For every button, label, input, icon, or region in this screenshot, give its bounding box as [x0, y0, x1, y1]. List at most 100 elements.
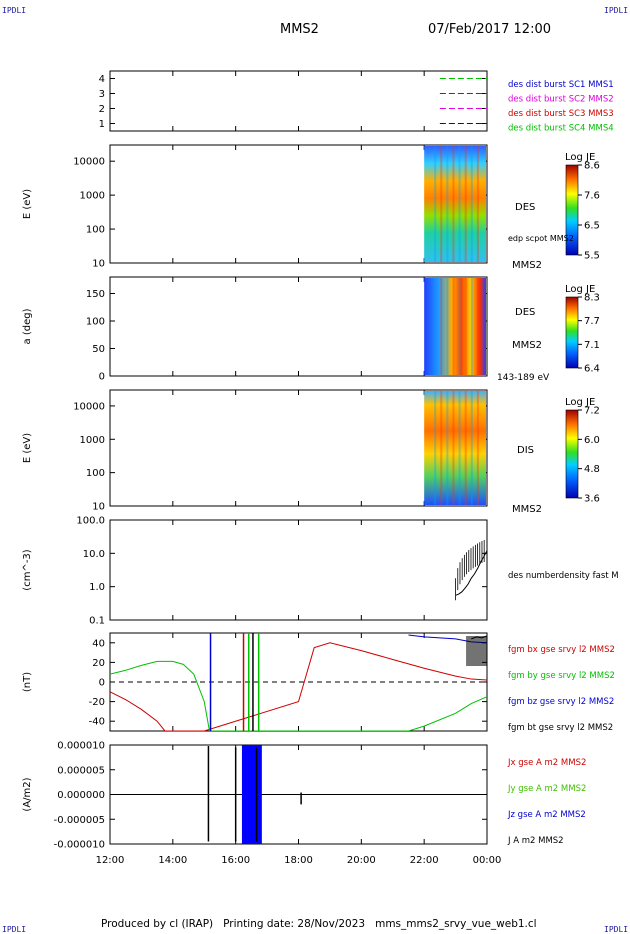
spectrogram-des-energy	[424, 146, 486, 262]
spectrogram-streak	[458, 278, 461, 375]
ytick-label: 20	[92, 658, 105, 669]
spectrogram-streak	[440, 278, 443, 375]
colorbar-tick-label: 7.2	[584, 406, 600, 417]
xtick-label: 22:00	[410, 855, 439, 866]
colorbar-title-dis-energy: Log JE	[565, 397, 595, 408]
colorbar-tick-label: 7.1	[584, 340, 600, 351]
ylabel-des-pitch: a (deg)	[22, 308, 33, 344]
spectrogram-streak	[458, 146, 461, 262]
ytick-label: -20	[89, 697, 105, 708]
ytick-label: 10000	[73, 401, 105, 412]
spectrogram-streak	[434, 278, 437, 375]
ytick-label: 1	[99, 119, 105, 130]
ytick-label: 100	[86, 468, 105, 479]
spectrogram-streak	[446, 278, 449, 375]
ylabel-current: (A/m2)	[22, 777, 33, 811]
colorbar-tick-label: 5.5	[584, 251, 600, 262]
spectrogram-des-pitch	[424, 278, 486, 375]
fgm-legend-4: fgm bt gse srvy l2 MMS2	[508, 723, 613, 733]
ytick-label: 0.1	[89, 616, 105, 627]
current-burst-block	[241, 745, 262, 844]
spectrogram-streak	[476, 278, 479, 375]
side-label-des-pitch: 143-189 eV	[497, 373, 550, 383]
ylabel-dis-energy: E (eV)	[22, 433, 33, 463]
spectrogram-streak	[470, 146, 473, 262]
spectrogram-streak	[452, 146, 455, 262]
corner-label-top-right: IPDLI	[604, 6, 629, 15]
ylabel-fgm: (nT)	[22, 672, 33, 692]
current-legend-4: J A m2 MMS2	[507, 836, 564, 846]
spacecraft-title: MMS2	[280, 22, 319, 37]
colorbar-title-des-energy: Log JE	[565, 152, 595, 163]
colorbar-tick-label: 6.0	[584, 435, 600, 446]
current-legend-2: Jy gse A m2 MMS2	[507, 784, 586, 794]
availability-legend-2: des dist burst SC2 MMS2	[508, 95, 614, 105]
ytick-label: 100	[86, 225, 105, 236]
xtick-label: 18:00	[284, 855, 313, 866]
spectrogram-streak	[470, 391, 473, 505]
spectrogram-streak	[476, 146, 479, 262]
fgm-series-group	[110, 633, 487, 731]
ytick-label: 0.000000	[57, 790, 105, 801]
plot-datetime: 07/Feb/2017 12:00	[428, 22, 551, 37]
spectrogram-streak	[464, 391, 467, 505]
ytick-label: 3	[99, 89, 105, 100]
colorbar-tick-label: 3.6	[584, 494, 600, 505]
xtick-label: 14:00	[158, 855, 187, 866]
ytick-label: 4	[99, 74, 105, 85]
side-label-des-pitch: MMS2	[512, 340, 542, 351]
footer-credits: Produced by cl (IRAP) Printing date: 28/…	[101, 918, 537, 930]
spectrogram-streak	[476, 391, 479, 505]
side-label-des-energy: edp scpot MMS2	[508, 234, 574, 243]
availability-legend-3: des dist burst SC3 MMS3	[508, 109, 614, 119]
panel-frame-availability	[109, 70, 488, 132]
ylabel-des-energy: E (eV)	[22, 189, 33, 219]
side-label-des-pitch: DES	[515, 307, 535, 318]
side-label-dis-energy: DIS	[517, 445, 534, 456]
ytick-label: 1000	[80, 191, 105, 202]
fgm-legend-3: fgm bz gse srvy l2 MMS2	[508, 697, 614, 707]
spectrogram-streak	[452, 391, 455, 505]
colorbar-tick-label: 6.4	[584, 364, 600, 375]
ytick-label: 10.0	[83, 549, 105, 560]
ytick-label: 100	[86, 317, 105, 328]
side-label-des-energy: MMS2	[512, 260, 542, 271]
current-legend-1: Jx gse A m2 MMS2	[507, 758, 586, 768]
spectrogram-streak	[434, 146, 437, 262]
ytick-label: 0	[99, 678, 105, 689]
ytick-label: 40	[92, 638, 105, 649]
colorbar-des-pitch	[565, 296, 579, 369]
ytick-label: 10000	[73, 157, 105, 168]
colorbar-tick-label: 7.7	[584, 316, 600, 327]
ytick-label: -0.000005	[54, 815, 105, 826]
ytick-label: 10	[92, 259, 105, 270]
current-legend-3: Jz gse A m2 MMS2	[507, 810, 586, 820]
corner-label-bottom-right: IPDLI	[604, 925, 629, 934]
ytick-label: 2	[99, 104, 105, 115]
spectrogram-streak	[440, 146, 443, 262]
fgm-dense-oscillation	[466, 636, 487, 666]
ytick-label: 150	[86, 289, 105, 300]
spectrogram-streak	[452, 278, 455, 375]
ytick-label: 100.0	[76, 516, 105, 527]
spectrogram-streak	[470, 278, 473, 375]
colorbar-tick-label: 7.6	[584, 191, 600, 202]
xtick-label: 16:00	[221, 855, 250, 866]
colorbar-tick-label: 8.6	[584, 161, 600, 172]
side-label-dis-energy: MMS2	[512, 504, 542, 515]
colorbar-tick-label: 4.8	[584, 464, 600, 475]
fgm-legend-1: fgm bx gse srvy l2 MMS2	[508, 645, 615, 655]
ytick-label: 1.0	[89, 582, 105, 593]
spectrogram-dis-energy	[424, 391, 486, 505]
colorbar-tick-label: 6.5	[584, 221, 600, 232]
availability-legend-1: des dist burst SC1 MMS1	[508, 80, 614, 90]
ytick-label: 0	[99, 372, 105, 383]
colorbar-des-energy	[565, 164, 579, 256]
ytick-label: 1000	[80, 435, 105, 446]
xtick-label: 00:00	[473, 855, 502, 866]
spectrogram-streak	[458, 391, 461, 505]
xtick-label: 20:00	[347, 855, 376, 866]
fgm-legend-2: fgm by gse srvy l2 MMS2	[508, 671, 615, 681]
ylabel-density: (cm^-3)	[22, 549, 33, 590]
